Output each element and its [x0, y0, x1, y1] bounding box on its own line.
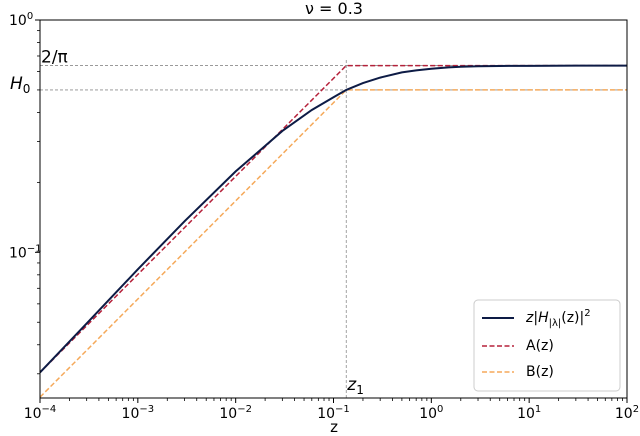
z1-label: z1: [346, 375, 364, 397]
axis-ticks: 10−4 10−3 10−2 10−1 100 101 102 100 10−1: [9, 11, 639, 422]
legend-entry-0: z|H|λ|(z)|2: [525, 308, 591, 329]
series-layer: [39, 64, 628, 398]
legend: z|H|λ|(z)|2 A(z) B(z): [473, 299, 621, 392]
two-over-pi-label: 2/π: [41, 48, 68, 68]
y-tick-label: 10−1: [9, 243, 42, 261]
legend-entry-1: A(z): [526, 338, 554, 354]
series-line-0: [39, 64, 628, 374]
y-tick-label: 100: [9, 11, 33, 29]
annotations: 2/π H0 z1: [10, 48, 364, 397]
h0-label: H0: [10, 74, 30, 96]
series-line-2: [39, 89, 627, 398]
x-tick-label: 101: [517, 404, 541, 422]
x-axis-label: z: [330, 418, 338, 436]
chart-title: ν = 0.3: [305, 0, 363, 18]
x-tick-label: 102: [615, 404, 639, 422]
series-line-1: [39, 64, 627, 373]
x-tick-label: 10−1: [317, 404, 350, 422]
legend-box: [473, 299, 621, 392]
x-tick-label: 10−4: [24, 404, 57, 422]
legend-entry-2: B(z): [526, 364, 554, 380]
x-tick-label: 100: [419, 404, 443, 422]
x-tick-label: 10−2: [219, 404, 252, 422]
x-tick-label: 10−3: [122, 404, 155, 422]
reference-lines: [40, 60, 627, 398]
